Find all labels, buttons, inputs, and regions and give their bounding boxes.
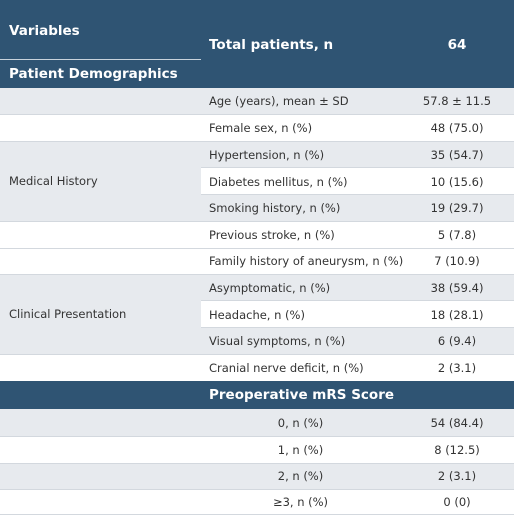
preop-mrs-header-row: Preoperative mRS Score (0, 381, 514, 409)
row-label: ≥3, n (%) (272, 495, 329, 509)
row-label: Previous stroke, n (%) (209, 227, 335, 242)
row-value: 2 (3.1) (437, 469, 477, 483)
header-divider (0, 59, 201, 60)
row-value: 35 (54.7) (430, 147, 484, 162)
row-divider (0, 274, 514, 275)
table-row: Previous stroke, n (%) 5 (7.8) (0, 221, 514, 248)
row-value: 57.8 ± 11.5 (422, 94, 492, 108)
table-row: 2, n (%) 2 (3.1) (0, 463, 514, 489)
row-label: Cranial nerve deficit, n (%) (209, 360, 364, 375)
row-value: 2 (3.1) (437, 360, 477, 375)
row-value: 38 (59.4) (430, 280, 484, 295)
row-divider (201, 327, 514, 328)
row-label: 0, n (%) (277, 415, 324, 430)
row-value: 6 (9.4) (437, 334, 477, 348)
table-row: Age (years), mean ± SD 57.8 ± 11.5 (0, 88, 514, 114)
preop-mrs-header: Preoperative mRS Score (209, 387, 395, 403)
table-row: ≥3, n (%) 0 (0) (0, 489, 514, 515)
patient-demographics-header: Patient Demographics (9, 66, 178, 82)
row-divider (0, 221, 514, 222)
row-value: 10 (15.6) (430, 174, 484, 189)
row-divider (0, 248, 514, 249)
table-row: Headache, n (%) 18 (28.1) (201, 301, 514, 328)
row-label: Age (years), mean ± SD (209, 94, 349, 108)
medical-history-group: Medical History (0, 141, 201, 221)
variables-header: Variables (9, 23, 80, 39)
row-value: 19 (29.7) (430, 201, 484, 215)
row-label: Diabetes mellitus, n (%) (209, 174, 348, 189)
row-divider (0, 354, 514, 355)
row-divider (0, 436, 514, 437)
row-value: 0 (0) (443, 495, 471, 509)
table-row: Smoking history, n (%) 19 (29.7) (201, 195, 514, 221)
table-row: 1, n (%) 8 (12.5) (0, 436, 514, 463)
row-divider (201, 194, 514, 195)
row-value: 8 (12.5) (434, 442, 480, 457)
table-row: Family history of aneurysm, n (%) 7 (10.… (0, 248, 514, 274)
table-row: Female sex, n (%) 48 (75.0) (0, 115, 514, 141)
clinical-presentation-label: Clinical Presentation (9, 307, 127, 321)
row-label: Hypertension, n (%) (209, 147, 325, 162)
row-label: Visual symptoms, n (%) (209, 334, 346, 348)
row-divider (201, 300, 514, 301)
table-header: Variables Total patients, n 64 Patient D… (0, 0, 514, 88)
row-divider (0, 114, 514, 115)
medical-history-label: Medical History (9, 174, 98, 188)
row-label: Asymptomatic, n (%) (209, 280, 331, 295)
row-divider (0, 489, 514, 490)
row-label: Female sex, n (%) (209, 121, 313, 135)
row-value: 5 (7.8) (437, 227, 477, 242)
row-divider (0, 141, 514, 142)
total-patients-header: Total patients, n (209, 37, 334, 53)
table-row: Hypertension, n (%) 35 (54.7) (201, 141, 514, 168)
table-row: Asymptomatic, n (%) 38 (59.4) (201, 274, 514, 301)
table-row: Visual symptoms, n (%) 6 (9.4) (201, 328, 514, 354)
row-divider (201, 167, 514, 168)
row-label: 1, n (%) (277, 442, 324, 457)
row-value: 54 (84.4) (430, 415, 484, 430)
row-value: 18 (28.1) (430, 307, 484, 322)
row-label: Family history of aneurysm, n (%) (209, 254, 404, 268)
table-row: Cranial nerve deficit, n (%) 2 (3.1) (0, 354, 514, 381)
clinical-presentation-group: Clinical Presentation (0, 274, 201, 354)
row-divider (0, 463, 514, 464)
row-label: 2, n (%) (277, 469, 324, 483)
table-row: 0, n (%) 54 (84.4) (0, 409, 514, 436)
row-value: 7 (10.9) (434, 254, 480, 268)
row-label: Headache, n (%) (209, 307, 305, 322)
table-row: Diabetes mellitus, n (%) 10 (15.6) (201, 168, 514, 195)
row-label: Smoking history, n (%) (209, 201, 341, 215)
row-value: 48 (75.0) (430, 121, 484, 135)
total-patients-value: 64 (447, 37, 467, 53)
